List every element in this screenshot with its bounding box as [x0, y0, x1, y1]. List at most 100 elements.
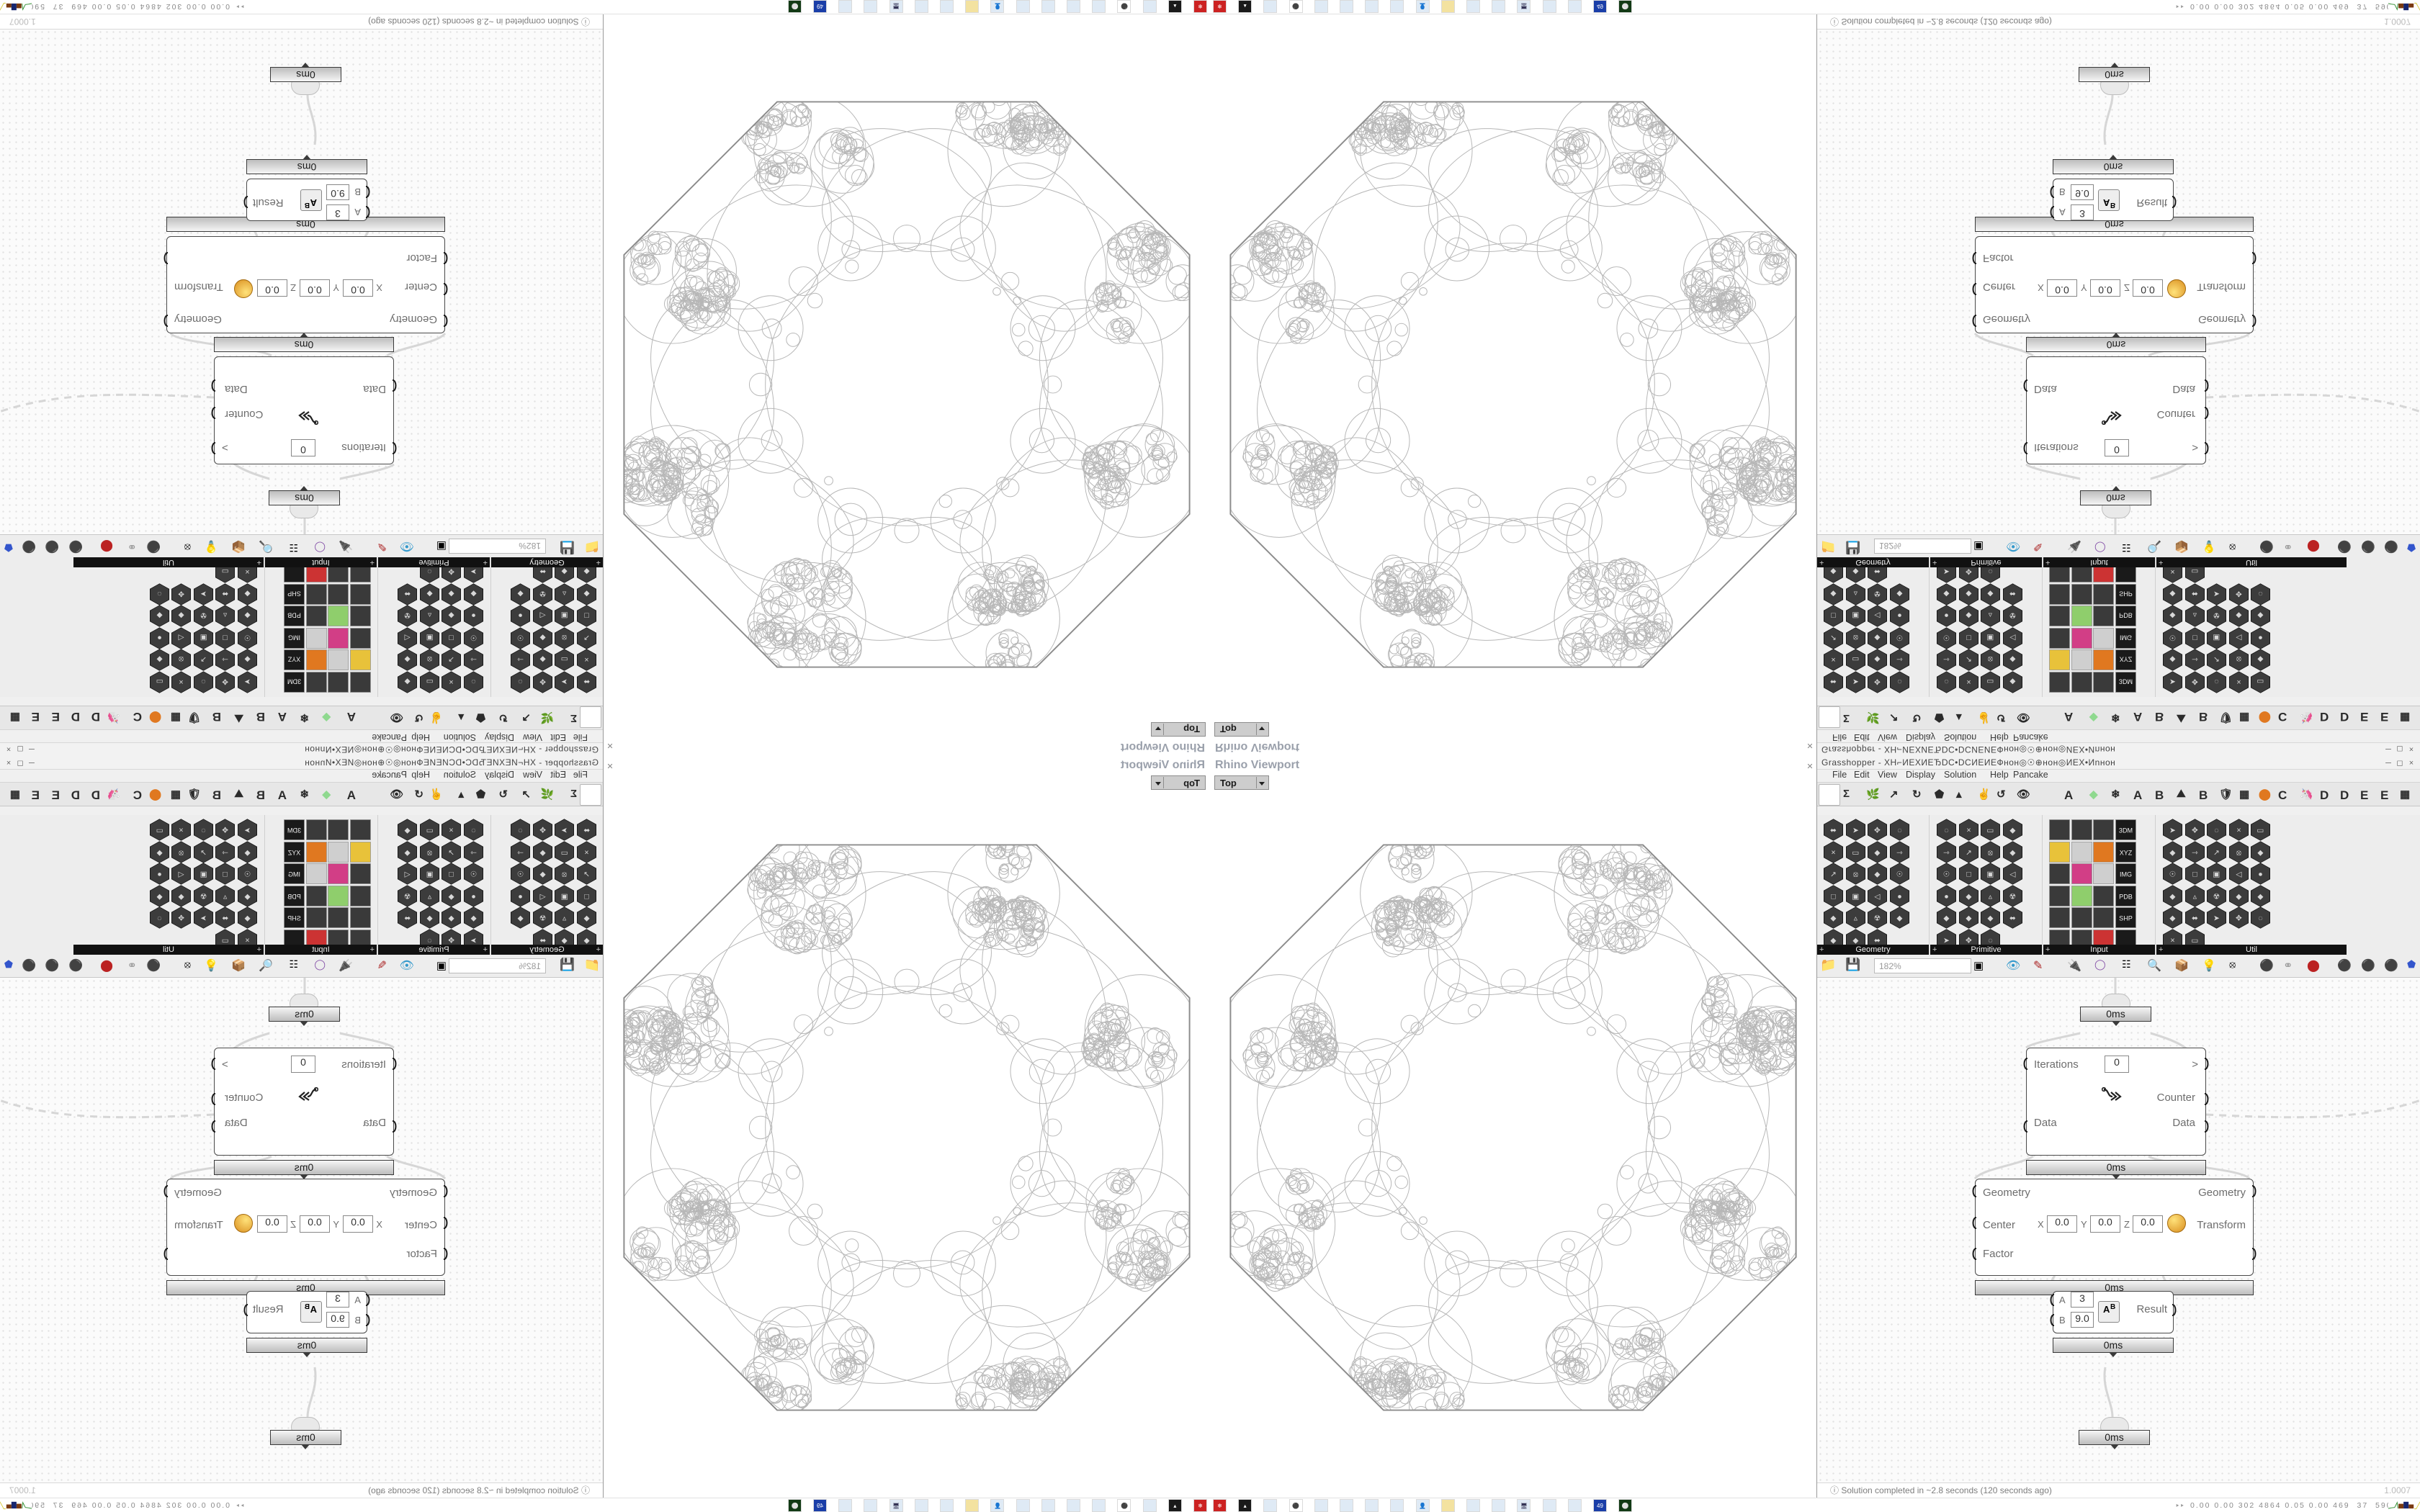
svg-text:▭: ▭ [1986, 827, 1994, 835]
svg-text:×: × [2170, 936, 2174, 945]
svg-text:◆: ◆ [1874, 870, 1881, 879]
svg-text:▣: ▣ [561, 611, 568, 620]
svg-text:●: ● [471, 892, 475, 901]
svg-text:□: □ [223, 870, 228, 879]
svg-text:3DM: 3DM [287, 827, 301, 834]
svg-text:◁: ◁ [2009, 870, 2016, 879]
svg-text:➤: ➤ [244, 677, 251, 685]
svg-text:☉: ☉ [470, 870, 478, 879]
svg-text:PDB: PDB [2119, 612, 2133, 619]
svg-text:▭: ▭ [2257, 827, 2264, 835]
svg-text:×: × [2170, 567, 2174, 576]
svg-text:☉: ☉ [517, 870, 524, 879]
svg-text:▭: ▭ [222, 567, 229, 576]
svg-text:➤: ➤ [1852, 677, 1859, 685]
svg-text:●: ● [519, 611, 523, 620]
svg-text:◆: ◆ [1987, 914, 1994, 923]
svg-text:◆: ◆ [2257, 892, 2264, 901]
svg-text:⦻: ⦻ [1988, 848, 1993, 857]
svg-text:⬌: ⬌ [222, 914, 228, 923]
svg-text:□: □ [584, 611, 589, 620]
svg-text:▣: ▣ [200, 633, 207, 642]
svg-text:⦻: ⦻ [1852, 633, 1857, 642]
svg-text:⇾: ⇾ [1943, 848, 1950, 857]
svg-text:□: □ [1831, 611, 1836, 620]
svg-text:B: B [305, 201, 310, 209]
svg-text:↗: ↗ [200, 655, 207, 664]
svg-text:IMG: IMG [2119, 634, 2131, 641]
svg-text:◌: ◌ [2214, 677, 2218, 685]
svg-text:▵: ▵ [563, 589, 567, 598]
svg-text:◌: ◌ [427, 936, 431, 945]
svg-text:▭: ▭ [1852, 655, 1859, 664]
svg-text:▭: ▭ [222, 936, 229, 945]
svg-text:▵: ▵ [2192, 611, 2197, 620]
svg-text:⬌: ⬌ [1874, 936, 1881, 945]
svg-text:▵: ▵ [563, 914, 567, 923]
svg-text:◆: ◆ [1830, 589, 1837, 598]
svg-text:⦻: ⦻ [427, 655, 432, 664]
svg-text:➤: ➤ [561, 677, 568, 685]
svg-text:◆: ◆ [2169, 589, 2176, 598]
svg-text:↗: ↗ [449, 655, 455, 664]
svg-text:↗: ↗ [583, 870, 590, 879]
svg-text:IMG: IMG [288, 871, 300, 878]
svg-text:✥: ✥ [1966, 936, 1972, 945]
svg-text:×: × [245, 567, 249, 576]
svg-text:☉: ☉ [244, 633, 251, 642]
svg-text:□: □ [449, 633, 454, 642]
svg-text:◆: ◆ [448, 611, 454, 620]
svg-text:☉: ☉ [1943, 870, 1950, 879]
svg-text:✥: ✥ [539, 677, 546, 685]
svg-text:☢: ☢ [404, 611, 411, 620]
svg-text:◁: ◁ [404, 870, 411, 879]
svg-text:A: A [310, 1304, 317, 1315]
svg-text:A: A [2103, 1304, 2110, 1315]
svg-text:▵: ▵ [427, 892, 431, 901]
svg-text:⬌: ⬌ [404, 589, 411, 598]
svg-text:▣: ▣ [200, 870, 207, 879]
svg-text:☢: ☢ [200, 892, 207, 901]
svg-text:◆: ◆ [1943, 914, 1950, 923]
svg-text:⦻: ⦻ [179, 655, 184, 664]
svg-text:➤: ➤ [2169, 827, 2176, 835]
svg-text:●: ● [157, 633, 161, 642]
svg-text:↗: ↗ [2213, 655, 2220, 664]
svg-text:◆: ◆ [539, 870, 546, 879]
svg-text:□: □ [2192, 633, 2197, 642]
svg-text:◁: ◁ [1874, 611, 1881, 620]
svg-text:□: □ [223, 633, 228, 642]
svg-text:◌: ◌ [519, 677, 523, 685]
svg-text:☢: ☢ [2213, 892, 2220, 901]
svg-text:◆: ◆ [244, 848, 251, 857]
svg-text:◆: ◆ [404, 848, 411, 857]
svg-text:↗: ↗ [1830, 870, 1837, 879]
svg-text:×: × [1966, 827, 1971, 835]
svg-text:SHP: SHP [288, 590, 302, 597]
svg-text:◆: ◆ [1852, 936, 1859, 945]
svg-text:◆: ◆ [2169, 848, 2176, 857]
svg-text:×: × [1831, 655, 1835, 664]
svg-text:◆: ◆ [156, 848, 163, 857]
svg-text:◆: ◆ [448, 914, 454, 923]
svg-text:⇾: ⇾ [1896, 655, 1903, 664]
svg-text:◆: ◆ [1874, 633, 1881, 642]
svg-text:◆: ◆ [2009, 677, 2016, 685]
svg-text:B: B [305, 1303, 310, 1311]
svg-text:×: × [245, 936, 249, 945]
svg-text:◆: ◆ [178, 892, 184, 901]
svg-text:3DM: 3DM [2118, 827, 2132, 834]
svg-text:◆: ◆ [470, 589, 477, 598]
svg-text:▭: ▭ [426, 677, 433, 685]
svg-text:◌: ◌ [201, 827, 205, 835]
svg-text:◆: ◆ [583, 936, 590, 945]
svg-text:⇾: ⇾ [517, 655, 524, 664]
svg-text:◁: ◁ [2009, 633, 2016, 642]
svg-text:▣: ▣ [561, 892, 568, 901]
svg-text:●: ● [471, 611, 475, 620]
svg-text:↗: ↗ [1966, 848, 1972, 857]
svg-text:◆: ◆ [156, 892, 163, 901]
svg-text:B: B [2110, 1303, 2115, 1311]
svg-text:●: ● [519, 892, 523, 901]
svg-text:◆: ◆ [1987, 589, 1994, 598]
